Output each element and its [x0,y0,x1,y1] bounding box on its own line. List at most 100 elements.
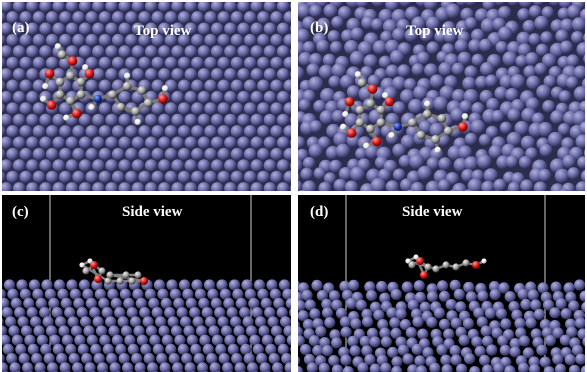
surface-atom [191,56,204,70]
slab-atom [530,299,542,311]
surface-atom [191,125,204,138]
surface-atom [302,156,316,170]
surface-atom [505,190,511,191]
surface-atom [298,98,311,112]
surface-atom [204,11,217,24]
surface-atom [554,168,570,184]
slab-atom [26,307,38,319]
surface-atom [2,148,6,160]
surface-atom [416,51,431,65]
surface-atom [478,133,492,147]
slab-atom [85,297,97,309]
surface-atom [26,159,39,172]
surface-atom [444,75,458,89]
surface-atom [514,120,530,136]
surface-atom [45,33,59,47]
hydrogen-atom [82,64,89,71]
surface-atom [480,18,496,34]
slab-atom [380,336,392,348]
surface-atom [210,2,224,13]
surface-atom [118,113,132,127]
slab-atom [574,317,585,329]
surface-atom [439,85,455,101]
surface-atom [204,102,217,115]
hydrogen-atom [382,92,389,99]
surface-atom [45,125,59,138]
surface-atom [263,90,277,104]
surface-atom [191,102,204,115]
surface-atom [204,79,217,93]
slab-atom [2,307,13,319]
slab-atom [471,336,483,348]
slab-atom [144,288,156,300]
slab-atom [207,288,219,300]
slab-atom [283,325,291,337]
surface-atom [561,182,576,191]
surface-atom [424,63,438,78]
slab-atom [536,344,548,356]
surface-atom [547,131,563,148]
slab-atom [82,288,94,300]
surface-atom [98,125,112,138]
surface-atom [298,3,312,19]
surface-atom [32,79,46,93]
slab-atom [426,291,439,303]
hydrogen-atom [461,113,469,120]
surface-atom [464,132,478,146]
slab-atom [47,362,59,372]
carbon-atom [424,263,432,271]
slab-atom [78,279,91,291]
surface-atom [409,154,425,170]
slab-atom [5,316,17,328]
surface-atom [478,38,493,53]
slab-atom [302,319,314,331]
slab-atom [414,355,426,367]
surface-atom [224,159,237,172]
surface-atom [171,182,184,191]
carbon-atom [408,261,416,269]
surface-atom [158,136,171,150]
surface-atom [210,182,224,191]
surface-atom [372,40,388,55]
slab-atom [481,335,494,347]
surface-atom [105,45,118,58]
surface-atom [493,178,507,191]
surface-atom [572,111,585,127]
oxygen-atom [84,68,95,79]
surface-atom [52,182,66,191]
surface-atom [85,79,99,93]
slab-atom [463,281,475,293]
slab-atom [248,297,260,309]
slab-atom [97,362,109,372]
surface-atom [2,159,13,172]
slab-atom [2,362,9,372]
surface-atom [39,2,52,13]
surface-atom [309,52,323,67]
surface-atom [131,182,145,191]
slab-atom [476,316,488,328]
slab-atom [508,301,520,313]
slab-atom [391,365,403,372]
hydrogen-atom [40,95,47,102]
slab-atom [479,354,491,366]
slab-atom [276,307,288,319]
surface-atom [392,27,406,42]
surface-atom [78,113,92,127]
slab-atom [340,326,352,338]
surface-atom [423,2,439,11]
surface-atom [65,136,79,150]
surface-atom [558,90,572,103]
surface-atom [550,19,564,33]
surface-atom [2,57,6,69]
slab-atom [209,362,221,372]
surface-atom [470,28,485,43]
surface-atom [217,11,231,24]
slab-atom [582,336,585,347]
panel-a-top-view: (a) Top view [2,2,291,191]
surface-atom [250,136,264,150]
surface-atom [204,56,217,70]
slab-atom [233,325,245,337]
surface-atom [344,39,359,55]
surface-atom [276,159,290,172]
slab-atom [36,334,49,346]
